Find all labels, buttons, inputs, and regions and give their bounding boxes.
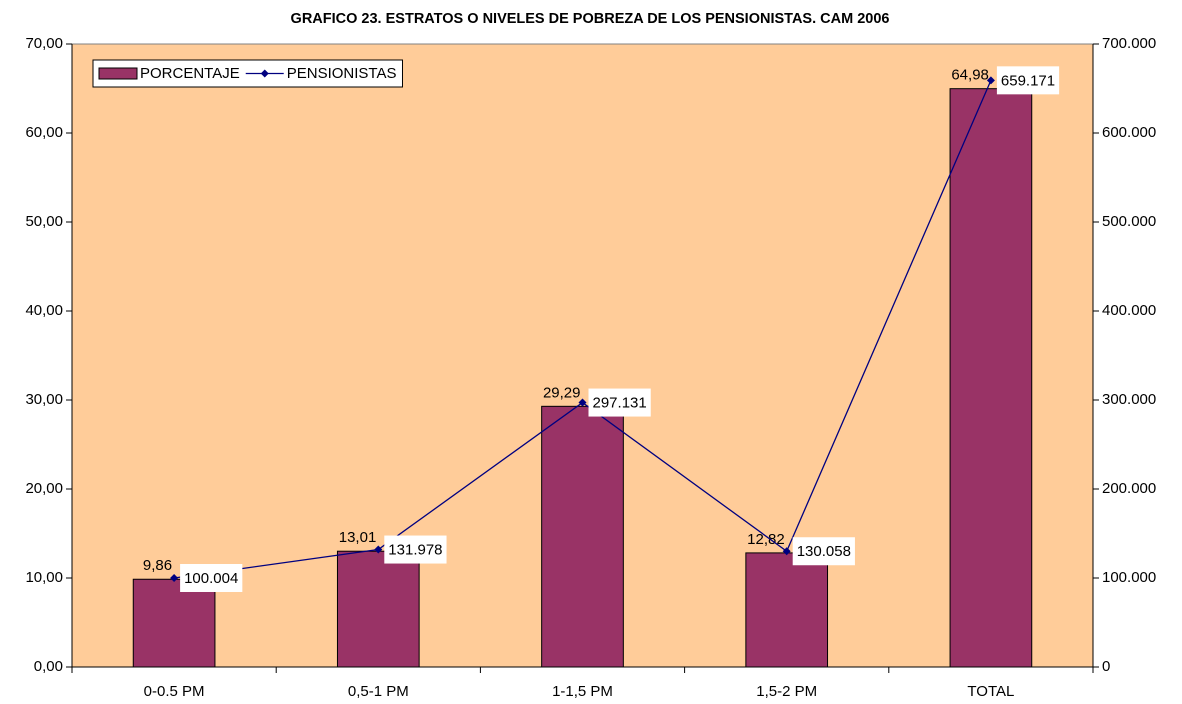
y2-tick-label: 100.000 [1102, 569, 1156, 586]
y-tick-label: 10,00 [25, 569, 63, 586]
legend-swatch [98, 67, 138, 80]
line-value-label: 130.058 [797, 543, 851, 560]
x-tick-label: 0-0.5 PM [144, 683, 205, 700]
bar-value-label: 9,86 [143, 557, 172, 574]
legend-label: PORCENTAJE [140, 65, 240, 82]
legend-label: PENSIONISTAS [287, 65, 397, 82]
x-tick-label: TOTAL [967, 683, 1014, 700]
y-tick-label: 20,00 [25, 480, 63, 497]
x-tick-label: 0,5-1 PM [348, 683, 409, 700]
x-tick-label: 1-1,5 PM [552, 683, 613, 700]
line-value-label: 659.171 [1001, 72, 1055, 89]
y-tick-label: 40,00 [25, 302, 63, 319]
bar-value-label: 64,98 [951, 67, 989, 84]
line-marker [374, 545, 383, 554]
value-label-background [180, 563, 243, 592]
bar [949, 88, 1033, 668]
bar-value-label: 29,29 [543, 384, 581, 401]
y-tick-label: 60,00 [25, 124, 63, 141]
chart-title: GRAFICO 23. ESTRATOS O NIVELES DE POBREZ… [291, 11, 890, 27]
bar-value-label: 13,01 [339, 529, 377, 546]
line-marker [986, 76, 995, 85]
value-label-background [384, 535, 447, 564]
y-tick-label: 50,00 [25, 213, 63, 230]
y-tick-label: 0,00 [34, 658, 63, 675]
line-value-label: 131.978 [388, 542, 442, 559]
bar [541, 405, 624, 668]
y2-tick-label: 500.000 [1102, 213, 1156, 230]
x-tick-label: 1,5-2 PM [756, 683, 817, 700]
y-tick-label: 70,00 [25, 35, 63, 52]
bar [132, 578, 216, 668]
legend-marker [260, 69, 269, 78]
bar [745, 552, 829, 668]
line-value-label: 297.131 [593, 395, 647, 412]
y2-tick-label: 0 [1102, 658, 1110, 675]
value-label-background [588, 388, 651, 417]
line-marker [170, 573, 179, 582]
y2-tick-label: 700.000 [1102, 35, 1156, 52]
y2-tick-label: 200.000 [1102, 480, 1156, 497]
value-label-background [996, 66, 1060, 95]
line-value-label: 100.004 [184, 570, 238, 587]
y2-tick-label: 300.000 [1102, 391, 1156, 408]
y2-tick-label: 400.000 [1102, 302, 1156, 319]
line-marker [782, 547, 791, 556]
y-tick-label: 30,00 [25, 391, 63, 408]
line-marker [578, 398, 587, 407]
y2-tick-label: 600.000 [1102, 124, 1156, 141]
bar [336, 550, 420, 668]
value-label-background [792, 537, 855, 566]
